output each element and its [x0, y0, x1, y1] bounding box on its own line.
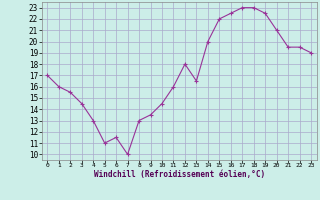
- X-axis label: Windchill (Refroidissement éolien,°C): Windchill (Refroidissement éolien,°C): [94, 170, 265, 179]
